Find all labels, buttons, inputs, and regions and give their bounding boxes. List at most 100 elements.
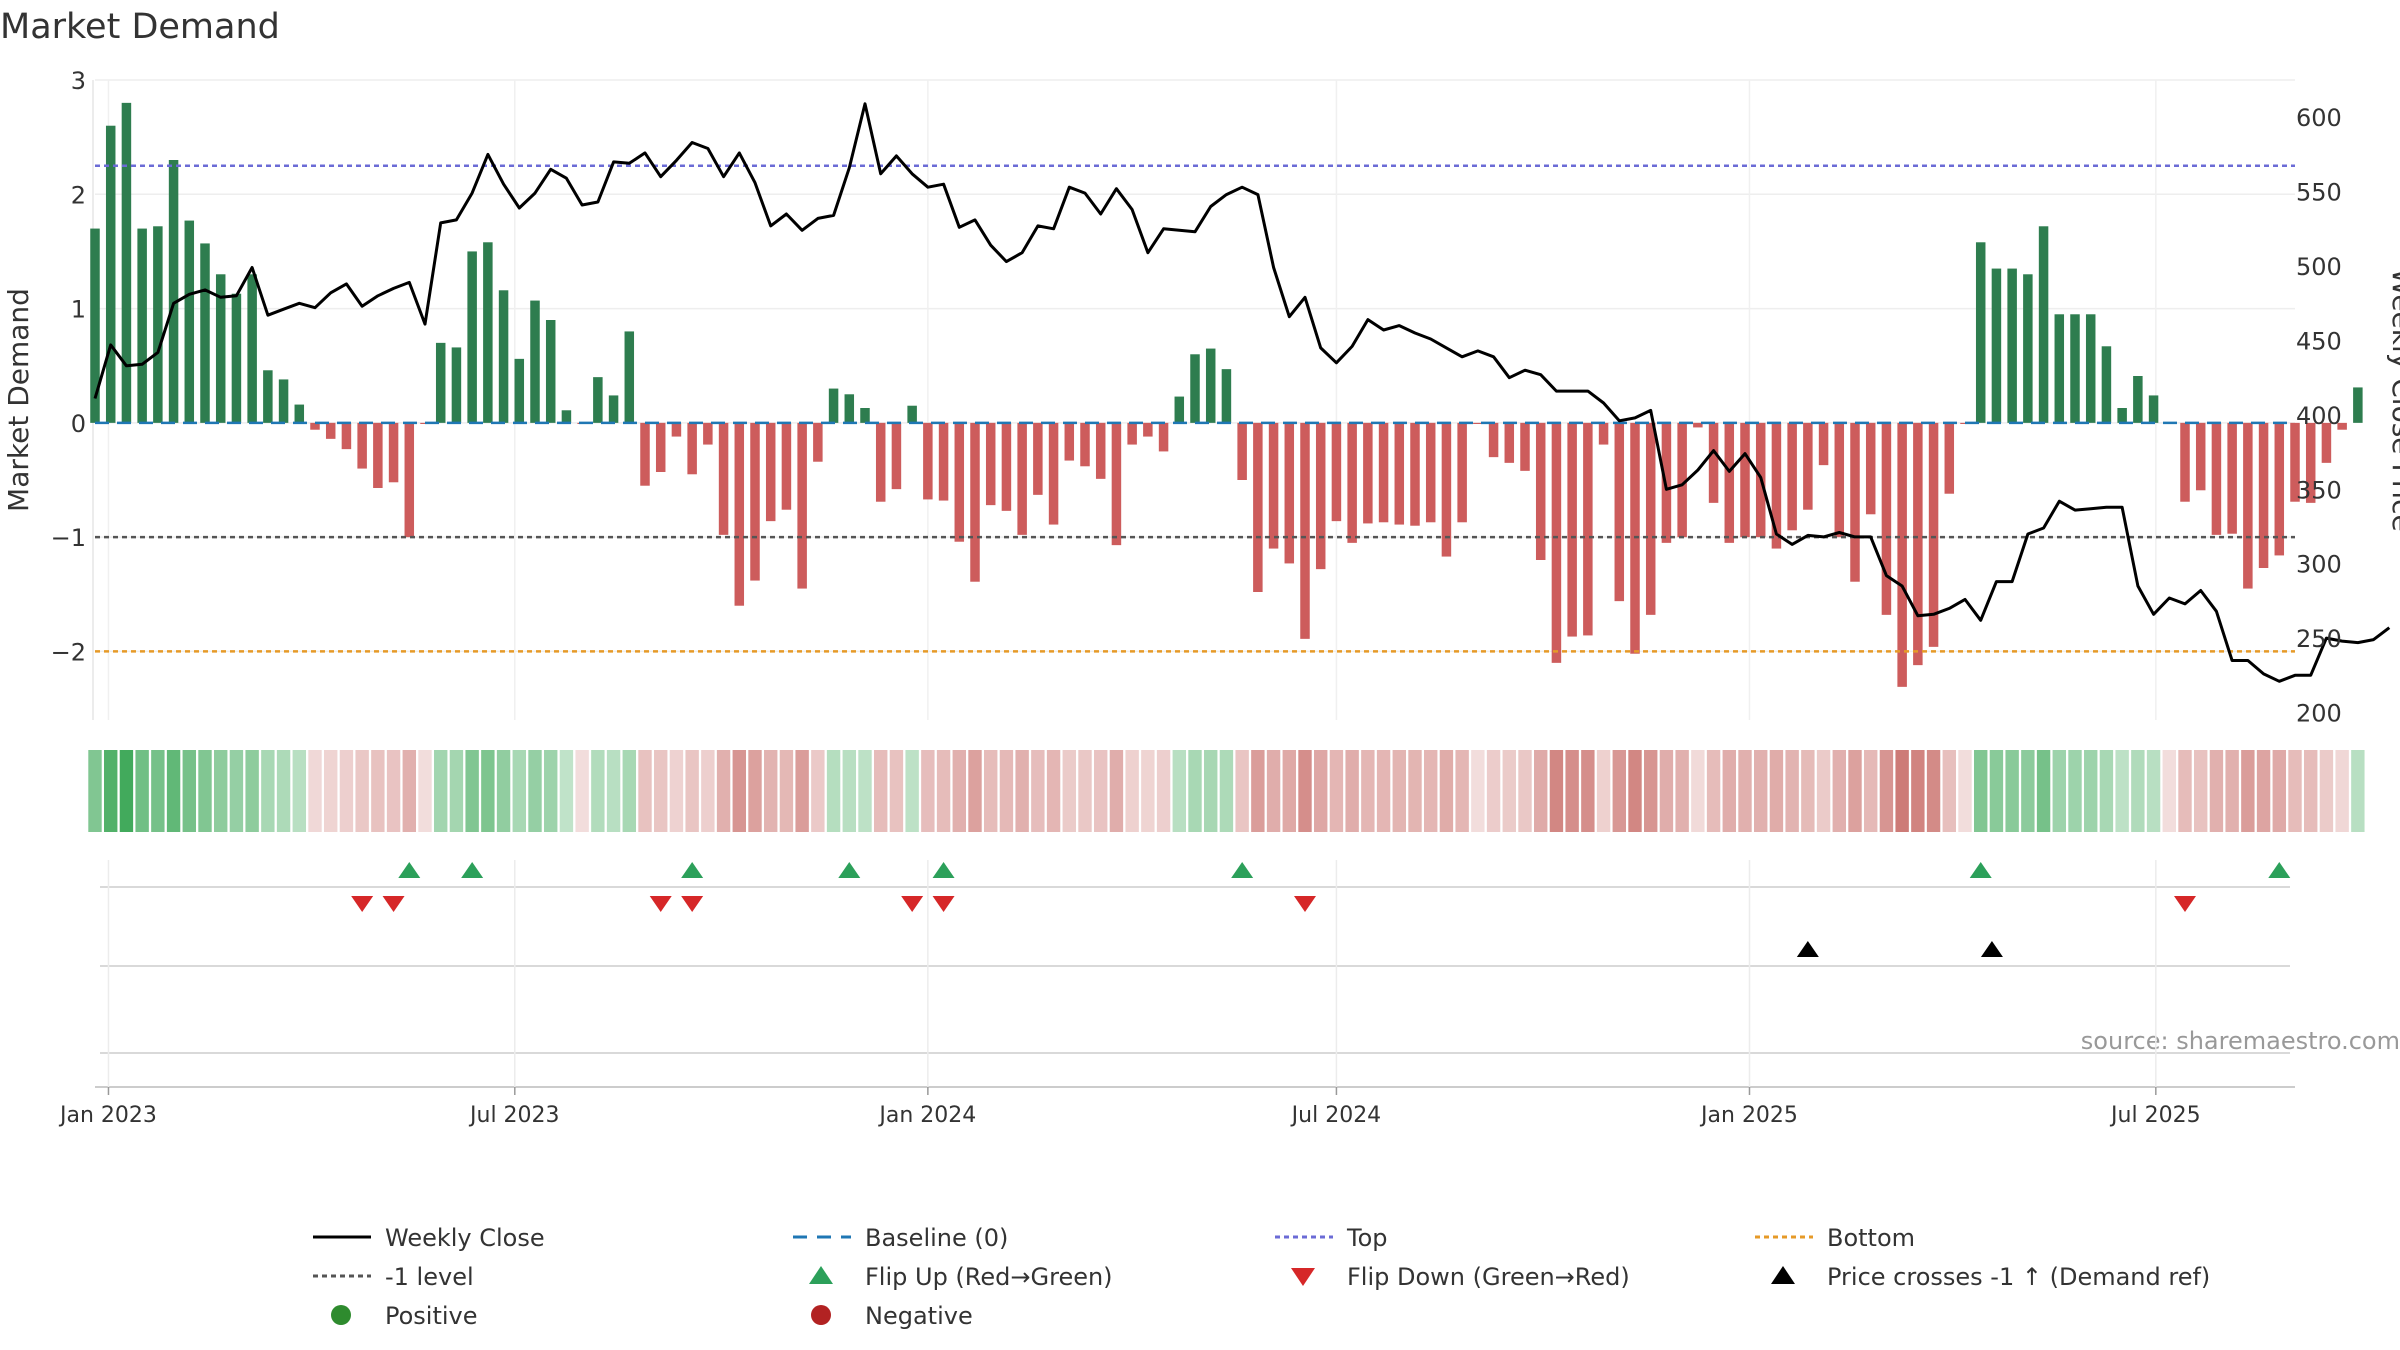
heat-cell bbox=[2288, 750, 2302, 832]
demand-bar bbox=[970, 422, 980, 582]
heat-cell bbox=[1848, 750, 1862, 832]
heat-cell bbox=[2351, 750, 2365, 832]
heat-cell bbox=[119, 750, 134, 832]
heat-cell bbox=[1314, 750, 1328, 832]
heat-cell bbox=[2335, 750, 2349, 832]
left-axis-ticks: 3 2 1 0 −1 −2 bbox=[51, 67, 86, 666]
legend-item: Top bbox=[1275, 1224, 1388, 1252]
legend-label: Negative bbox=[865, 1302, 973, 1330]
demand-bar bbox=[2070, 314, 2080, 423]
heat-cell bbox=[2099, 750, 2114, 832]
legend-label: Bottom bbox=[1827, 1224, 1915, 1252]
heat-cell bbox=[2178, 750, 2192, 832]
demand-bar bbox=[294, 404, 305, 423]
heat-cell bbox=[1282, 750, 1296, 832]
flip-up-marker bbox=[681, 862, 704, 878]
heat-cell bbox=[968, 750, 982, 832]
legend-item: Negative bbox=[811, 1302, 973, 1330]
heat-cell bbox=[1486, 750, 1501, 832]
demand-bar bbox=[2133, 376, 2143, 423]
heat-cell bbox=[559, 750, 574, 832]
heat-cell bbox=[2115, 750, 2129, 832]
heat-cell bbox=[1094, 750, 1108, 832]
legend-label: -1 level bbox=[385, 1263, 474, 1291]
demand-bar bbox=[593, 377, 603, 423]
price-cross-markers bbox=[100, 941, 2290, 1054]
heat-cell bbox=[811, 750, 825, 832]
heat-cell bbox=[1392, 750, 1406, 832]
heat-cell bbox=[1989, 750, 2004, 832]
flip-up-marker bbox=[932, 862, 955, 878]
heat-cell bbox=[2162, 750, 2176, 832]
demand-bar bbox=[545, 320, 556, 423]
left-tick-label: 0 bbox=[71, 410, 86, 438]
demand-bar bbox=[483, 242, 493, 423]
legend-label: Top bbox=[1346, 1224, 1388, 1252]
demand-bar bbox=[1913, 422, 1923, 666]
right-tick-label: 300 bbox=[2296, 551, 2342, 579]
demand-bar bbox=[1080, 422, 1090, 467]
heat-cell bbox=[449, 750, 464, 832]
demand-bar bbox=[734, 422, 745, 606]
demand-bar bbox=[357, 422, 367, 469]
heat-cell bbox=[952, 750, 966, 832]
legend-swatch bbox=[811, 1305, 831, 1325]
heat-cell bbox=[261, 750, 275, 832]
heat-cell bbox=[1031, 750, 1045, 832]
heat-cell bbox=[465, 750, 479, 832]
heat-cell bbox=[496, 750, 511, 832]
demand-bar bbox=[750, 422, 760, 581]
demand-bar bbox=[1095, 422, 1106, 479]
heat-cell bbox=[732, 750, 746, 832]
heat-cell bbox=[434, 750, 448, 832]
demand-bar bbox=[2101, 346, 2112, 423]
demand-bar bbox=[2227, 422, 2237, 534]
demand-bar bbox=[2023, 274, 2033, 423]
demand-bar bbox=[891, 422, 902, 490]
heat-cell bbox=[229, 750, 244, 832]
x-tick-label: Jan 2023 bbox=[58, 1103, 157, 1128]
demand-bar bbox=[2337, 422, 2347, 430]
heat-cell bbox=[2036, 750, 2051, 832]
demand-bar bbox=[1425, 422, 1436, 523]
heat-cell bbox=[669, 750, 684, 832]
demand-bar bbox=[2290, 422, 2300, 502]
heat-cell bbox=[1722, 750, 1736, 832]
demand-bar bbox=[121, 102, 132, 423]
heat-cell bbox=[1298, 750, 1312, 832]
heat-cell bbox=[748, 750, 762, 832]
demand-bar bbox=[1850, 422, 1860, 582]
flip-down-marker bbox=[351, 896, 374, 912]
demand-bar bbox=[1504, 422, 1515, 463]
right-tick-label: 200 bbox=[2296, 700, 2342, 728]
demand-bar bbox=[828, 388, 839, 423]
right-axis-ticks: 600 550 500 450 400 350 300 250 200 bbox=[2296, 104, 2342, 727]
reference-lines bbox=[95, 164, 2295, 653]
demand-bar bbox=[718, 422, 729, 535]
demand-bar bbox=[404, 422, 415, 538]
heat-cell bbox=[182, 750, 196, 832]
flip-up-marker bbox=[2268, 862, 2291, 878]
heat-cell bbox=[135, 750, 149, 832]
demand-bar bbox=[1378, 422, 1389, 523]
demand-bar bbox=[1048, 422, 1059, 525]
left-tick-label: 2 bbox=[71, 181, 86, 209]
demand-bar bbox=[263, 370, 273, 423]
heat-cell bbox=[1644, 750, 1658, 832]
demand-bar bbox=[2038, 226, 2049, 423]
legend-item: Bottom bbox=[1755, 1224, 1915, 1252]
heat-cell bbox=[1549, 750, 1564, 832]
heat-cell bbox=[1408, 750, 1422, 832]
heat-cell bbox=[1864, 750, 1878, 832]
heat-cell bbox=[481, 750, 495, 832]
heat-cell bbox=[339, 750, 354, 832]
demand-bar bbox=[435, 342, 446, 423]
demand-bar bbox=[498, 290, 509, 423]
legend-swatch bbox=[1291, 1268, 1315, 1286]
heat-cell bbox=[1329, 750, 1344, 832]
heat-cell bbox=[1361, 750, 1375, 832]
heat-cell bbox=[622, 750, 636, 832]
flip-up-marker bbox=[398, 862, 421, 878]
demand-bar bbox=[1567, 422, 1577, 637]
demand-bar bbox=[1190, 354, 1200, 423]
